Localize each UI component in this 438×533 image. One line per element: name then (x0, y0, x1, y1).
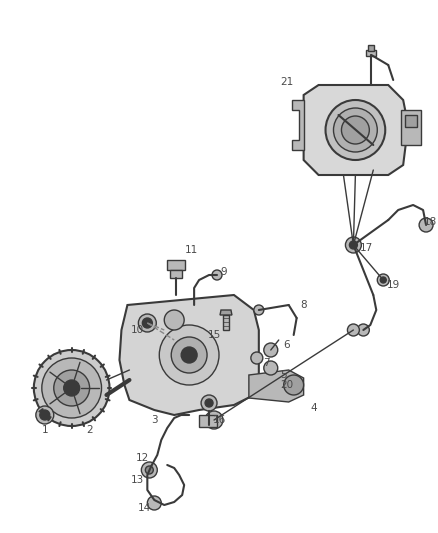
Circle shape (205, 399, 213, 407)
Circle shape (164, 310, 184, 330)
Circle shape (145, 466, 153, 474)
Circle shape (264, 343, 278, 357)
Text: 4: 4 (310, 403, 317, 413)
Circle shape (138, 314, 156, 332)
Circle shape (254, 305, 264, 315)
Circle shape (251, 352, 263, 364)
Bar (366, 50, 376, 56)
Polygon shape (120, 295, 259, 415)
Text: 2: 2 (86, 425, 93, 435)
Text: 14: 14 (138, 503, 151, 513)
Text: 19: 19 (387, 280, 400, 290)
Text: 16: 16 (212, 415, 226, 425)
Text: 8: 8 (300, 300, 307, 310)
Circle shape (325, 100, 385, 160)
Text: 13: 13 (131, 475, 144, 485)
Text: 5: 5 (280, 370, 287, 380)
Bar (167, 260, 185, 270)
Text: 3: 3 (151, 415, 158, 425)
Polygon shape (220, 310, 232, 315)
Text: 7: 7 (264, 358, 270, 368)
Text: 10: 10 (131, 325, 144, 335)
Polygon shape (249, 370, 304, 402)
Bar (199, 415, 217, 427)
Circle shape (342, 116, 369, 144)
Circle shape (36, 406, 54, 424)
Circle shape (284, 375, 304, 395)
Circle shape (419, 218, 433, 232)
Text: 12: 12 (136, 453, 149, 463)
Circle shape (142, 318, 152, 328)
Polygon shape (292, 100, 304, 150)
Circle shape (141, 462, 157, 478)
Circle shape (350, 241, 357, 249)
Circle shape (147, 496, 161, 510)
Circle shape (40, 410, 50, 420)
Text: 11: 11 (184, 245, 198, 255)
Circle shape (346, 237, 361, 253)
Circle shape (181, 347, 197, 363)
Circle shape (42, 358, 102, 418)
Circle shape (201, 395, 217, 411)
Bar (223, 315, 229, 330)
Polygon shape (304, 85, 408, 175)
Circle shape (212, 270, 222, 280)
Circle shape (347, 324, 359, 336)
Circle shape (264, 361, 278, 375)
Text: 21: 21 (280, 77, 293, 87)
Circle shape (357, 324, 369, 336)
Circle shape (159, 325, 219, 385)
Text: 6: 6 (283, 340, 290, 350)
Bar (401, 110, 421, 145)
Text: 1: 1 (42, 425, 48, 435)
Circle shape (380, 277, 386, 283)
Circle shape (377, 274, 389, 286)
Circle shape (333, 108, 377, 152)
Bar (170, 270, 182, 278)
Circle shape (54, 370, 90, 406)
Text: 18: 18 (424, 217, 437, 227)
Text: 17: 17 (360, 243, 373, 253)
Circle shape (205, 411, 223, 429)
Bar (405, 115, 417, 127)
Circle shape (171, 337, 207, 373)
Circle shape (64, 380, 80, 396)
Bar (368, 45, 374, 51)
Text: 15: 15 (208, 330, 221, 340)
Text: 20: 20 (280, 380, 293, 390)
Circle shape (34, 350, 110, 426)
Text: 9: 9 (221, 267, 227, 277)
